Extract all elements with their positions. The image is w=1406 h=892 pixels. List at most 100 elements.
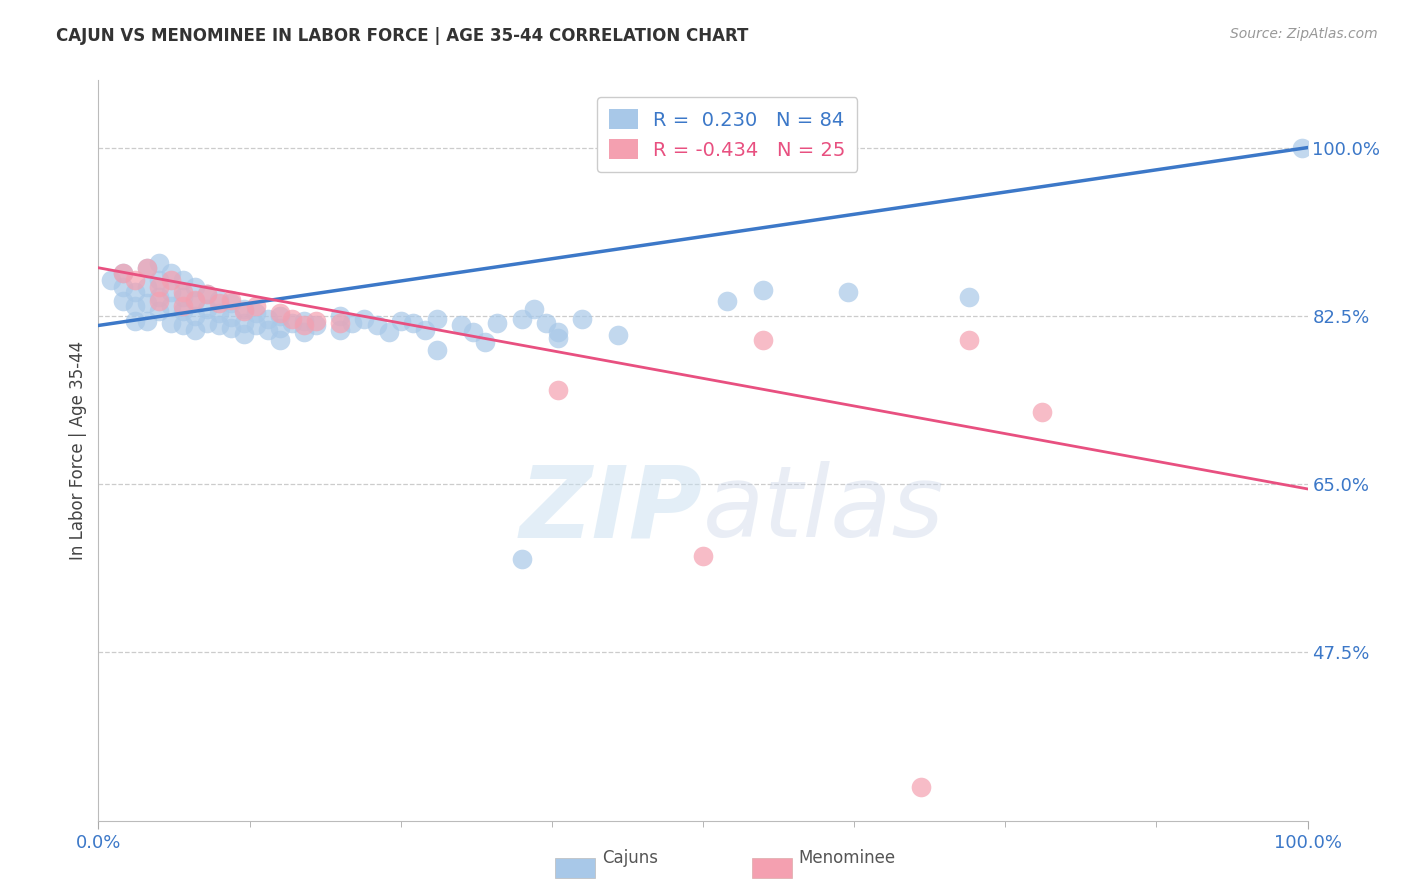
Point	[269, 321, 291, 335]
Point	[232, 316, 254, 330]
Text: Cajuns: Cajuns	[602, 849, 658, 867]
Y-axis label: In Labor Force | Age 35-44: In Labor Force | Age 35-44	[69, 341, 87, 560]
Point	[292, 318, 315, 333]
Point	[184, 280, 207, 294]
Point	[245, 318, 267, 333]
Point	[571, 311, 593, 326]
Point	[148, 256, 170, 270]
Text: ZIP: ZIP	[520, 461, 703, 558]
Point	[837, 285, 859, 299]
Point	[269, 333, 291, 347]
Point	[232, 302, 254, 317]
Point	[450, 318, 472, 333]
Point	[195, 286, 218, 301]
Point	[195, 286, 218, 301]
Point	[172, 285, 194, 299]
Point	[510, 552, 533, 566]
Point	[547, 325, 569, 339]
Point	[256, 311, 278, 326]
Legend: R =  0.230   N = 84, R = -0.434   N = 25: R = 0.230 N = 84, R = -0.434 N = 25	[598, 97, 858, 171]
Point	[160, 273, 183, 287]
Point	[135, 260, 157, 275]
Point	[172, 273, 194, 287]
Point	[160, 266, 183, 280]
Point	[124, 273, 146, 287]
Point	[124, 285, 146, 299]
Point	[148, 273, 170, 287]
Point	[547, 383, 569, 397]
Point	[426, 343, 449, 357]
Point	[269, 306, 291, 320]
Point	[329, 309, 352, 323]
Point	[221, 310, 243, 324]
Point	[413, 323, 436, 337]
Point	[135, 313, 157, 327]
Point	[221, 321, 243, 335]
Point	[245, 306, 267, 320]
Point	[510, 311, 533, 326]
Point	[221, 296, 243, 310]
Point	[160, 316, 183, 330]
Point	[135, 260, 157, 275]
Point	[292, 325, 315, 339]
Point	[111, 266, 134, 280]
Point	[752, 333, 775, 347]
Point	[353, 311, 375, 326]
Point	[232, 304, 254, 318]
Point	[389, 313, 412, 327]
Point	[402, 316, 425, 330]
Point	[957, 333, 980, 347]
Point	[148, 294, 170, 309]
Point	[135, 280, 157, 294]
Point	[281, 311, 304, 326]
Point	[256, 323, 278, 337]
Point	[269, 309, 291, 323]
Point	[463, 325, 485, 339]
Point	[292, 313, 315, 327]
Point	[184, 294, 207, 309]
Point	[474, 334, 496, 349]
Point	[184, 309, 207, 323]
Point	[957, 290, 980, 304]
Point	[1291, 140, 1313, 154]
Point	[305, 313, 328, 327]
Point	[124, 313, 146, 327]
Point	[208, 306, 231, 320]
Text: Source: ZipAtlas.com: Source: ZipAtlas.com	[1230, 27, 1378, 41]
Point	[172, 299, 194, 313]
Point	[148, 280, 170, 294]
Point	[111, 280, 134, 294]
Text: CAJUN VS MENOMINEE IN LABOR FORCE | AGE 35-44 CORRELATION CHART: CAJUN VS MENOMINEE IN LABOR FORCE | AGE …	[56, 27, 748, 45]
Point	[910, 780, 932, 794]
Point	[111, 294, 134, 309]
Text: atlas: atlas	[703, 461, 945, 558]
Point	[208, 296, 231, 310]
Point	[172, 304, 194, 318]
Point	[124, 299, 146, 313]
Point	[208, 318, 231, 333]
Point	[172, 290, 194, 304]
Point	[426, 311, 449, 326]
Point	[305, 318, 328, 333]
Point	[1031, 405, 1053, 419]
Point	[208, 293, 231, 307]
Point	[111, 266, 134, 280]
Point	[184, 293, 207, 307]
Point	[547, 331, 569, 345]
Point	[716, 294, 738, 309]
Point	[607, 328, 630, 343]
Point	[148, 290, 170, 304]
Point	[534, 316, 557, 330]
Point	[160, 299, 183, 313]
Point	[486, 316, 509, 330]
Point	[377, 325, 399, 339]
Point	[148, 304, 170, 318]
Point	[195, 302, 218, 317]
Point	[245, 299, 267, 313]
Point	[523, 302, 546, 317]
Point	[160, 285, 183, 299]
Text: Menominee: Menominee	[799, 849, 896, 867]
Point	[184, 323, 207, 337]
Point	[366, 318, 388, 333]
Point	[329, 323, 352, 337]
